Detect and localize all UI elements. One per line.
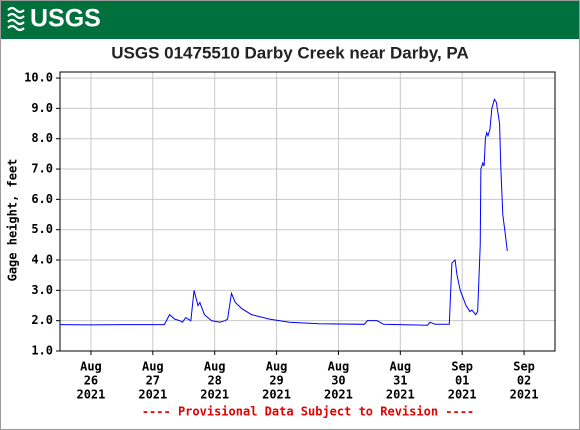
logo-waves: [7, 6, 25, 32]
x-tick-label: Aug: [266, 360, 288, 374]
x-tick-label: 2021: [510, 388, 539, 402]
y-tick-label: 6.0: [31, 192, 53, 206]
x-tick-label: 2021: [386, 388, 415, 402]
chart-title: USGS 01475510 Darby Creek near Darby, PA: [111, 43, 469, 62]
logo: USGS: [30, 5, 101, 33]
x-tick-label: 28: [207, 374, 221, 388]
y-tick-label: 10.0: [24, 71, 53, 85]
header-bar: [1, 1, 579, 39]
x-tick-label: 31: [393, 374, 407, 388]
x-tick-label: 30: [331, 374, 345, 388]
x-tick-label: 27: [146, 374, 160, 388]
plot-frame: [59, 71, 556, 352]
x-tick-label: 26: [84, 374, 98, 388]
x-tick-label: 01: [455, 374, 469, 388]
x-tick-label: Aug: [80, 360, 102, 374]
x-tick-label: Aug: [204, 360, 226, 374]
x-tick-label: 29: [269, 374, 283, 388]
provisional-note: ---- Provisional Data Subject to Revisio…: [142, 405, 474, 419]
x-tick-label: Aug: [389, 360, 411, 374]
x-tick-label: 2021: [200, 388, 229, 402]
y-axis-label: Gage height, feet: [6, 159, 20, 282]
y-tick-label: 1.0: [31, 344, 53, 358]
x-tick-label: 2021: [138, 388, 167, 402]
x-tick-label: Aug: [142, 360, 164, 374]
y-tick-label: 9.0: [31, 101, 53, 115]
x-tick-label: 2021: [324, 388, 353, 402]
y-tick-label: 2.0: [31, 313, 53, 327]
x-tick-label: 2021: [448, 388, 477, 402]
y-tick-label: 4.0: [31, 253, 53, 267]
data-line: [59, 98, 508, 326]
y-tick-label: 8.0: [31, 131, 53, 145]
x-tick-label: 2021: [76, 388, 105, 402]
x-tick-label: 02: [517, 374, 531, 388]
y-tick-label: 3.0: [31, 283, 53, 297]
x-tick-label: Sep: [513, 360, 535, 374]
plot: 1.02.03.04.05.06.07.08.09.010.0Aug262021…: [24, 71, 556, 402]
x-tick-label: 2021: [262, 388, 291, 402]
x-tick-label: Aug: [328, 360, 350, 374]
x-tick-label: Sep: [451, 360, 473, 374]
y-tick-label: 7.0: [31, 162, 53, 176]
y-tick-label: 5.0: [31, 222, 53, 236]
